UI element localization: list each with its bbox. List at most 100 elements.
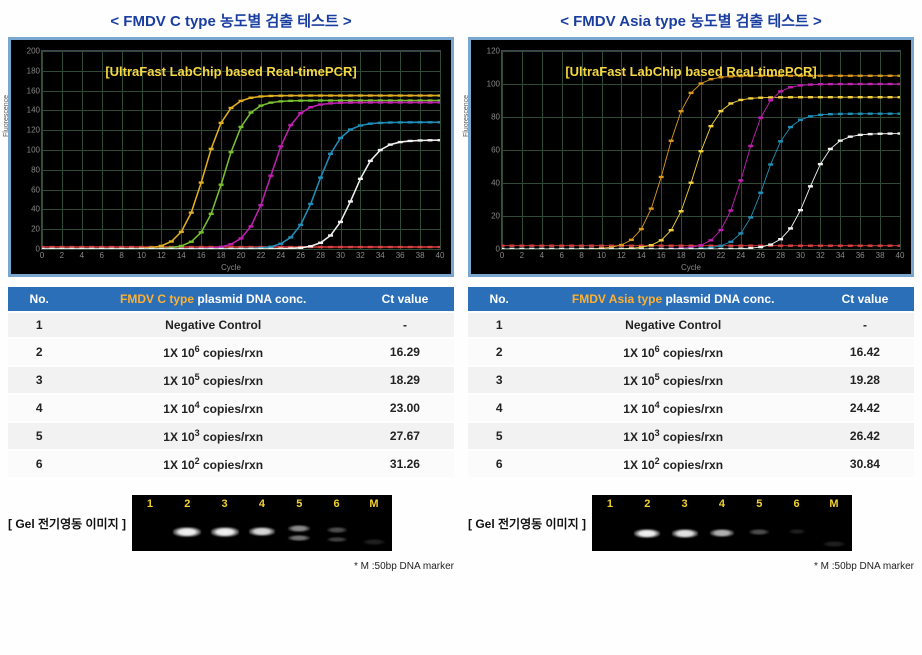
x-tick: 22 bbox=[256, 249, 265, 260]
plot-area: 0204060801001201401601802000246810121416… bbox=[41, 50, 441, 250]
cell-conc: Negative Control bbox=[70, 313, 355, 337]
x-tick: 34 bbox=[376, 249, 385, 260]
table-row: 1Negative Control- bbox=[8, 313, 454, 337]
y-tick: 0 bbox=[476, 245, 502, 254]
y-tick: 60 bbox=[476, 146, 502, 155]
x-tick: 4 bbox=[80, 249, 84, 260]
x-tick: 40 bbox=[436, 249, 445, 260]
x-tick: 18 bbox=[677, 249, 686, 260]
cell-conc: 1X 103 copies/rxn bbox=[530, 423, 815, 449]
ct-table: No.FMDV Asia type plasmid DNA conc.Ct va… bbox=[468, 285, 914, 479]
y-tick: 120 bbox=[16, 126, 42, 135]
cell-no: 1 bbox=[8, 313, 70, 337]
x-tick: 38 bbox=[416, 249, 425, 260]
y-tick: 140 bbox=[16, 106, 42, 115]
x-tick: 2 bbox=[520, 249, 524, 260]
gel-band bbox=[288, 525, 310, 532]
cell-ct: 18.29 bbox=[356, 367, 454, 393]
gel-band bbox=[672, 529, 698, 538]
cell-conc: 1X 105 copies/rxn bbox=[70, 367, 355, 393]
gel-band bbox=[327, 527, 347, 533]
footnote: * M :50bp DNA marker bbox=[8, 561, 454, 572]
x-tick: 0 bbox=[40, 249, 44, 260]
lane-label: 5 bbox=[296, 498, 302, 510]
y-tick: 60 bbox=[16, 185, 42, 194]
x-tick: 6 bbox=[99, 249, 103, 260]
cell-ct: 19.28 bbox=[816, 367, 914, 393]
amplification-curve bbox=[42, 96, 440, 249]
gel-band bbox=[363, 539, 385, 545]
cell-no: 4 bbox=[468, 395, 530, 421]
gel-band bbox=[823, 541, 845, 547]
cell-no: 2 bbox=[468, 339, 530, 365]
x-tick: 12 bbox=[157, 249, 166, 260]
lane-label: 1 bbox=[147, 498, 153, 510]
table-row: 61X 102 copies/rxn31.26 bbox=[8, 451, 454, 477]
chart-curves bbox=[502, 51, 900, 249]
table-row: 41X 104 copies/rxn24.42 bbox=[468, 395, 914, 421]
x-tick: 22 bbox=[716, 249, 725, 260]
amplification-curve bbox=[502, 84, 900, 249]
cell-conc: 1X 103 copies/rxn bbox=[70, 423, 355, 449]
ct-table: No.FMDV C type plasmid DNA conc.Ct value… bbox=[8, 285, 454, 479]
y-tick: 20 bbox=[16, 225, 42, 234]
cell-no: 4 bbox=[8, 395, 70, 421]
amplification-curve bbox=[502, 97, 900, 249]
gel-label: [ Gel 전기영동 이미지 ] bbox=[8, 515, 126, 532]
lane-label: 4 bbox=[259, 498, 265, 510]
gel-image: 123456M bbox=[132, 495, 392, 551]
amplification-curve bbox=[42, 102, 440, 249]
x-tick: 4 bbox=[540, 249, 544, 260]
gel-section: [ Gel 전기영동 이미지 ]123456M bbox=[8, 495, 454, 551]
cell-ct: 31.26 bbox=[356, 451, 454, 477]
panel-1: < FMDV Asia type 농도별 검출 테스트 > [UltraFast … bbox=[468, 8, 914, 572]
x-tick: 40 bbox=[896, 249, 905, 260]
x-tick: 16 bbox=[197, 249, 206, 260]
table-row: 1Negative Control- bbox=[468, 313, 914, 337]
x-tick: 26 bbox=[296, 249, 305, 260]
cell-conc: 1X 106 copies/rxn bbox=[530, 339, 815, 365]
amplification-curve bbox=[42, 122, 440, 249]
gel-band bbox=[710, 529, 734, 537]
x-tick: 18 bbox=[217, 249, 226, 260]
x-tick: 34 bbox=[836, 249, 845, 260]
cell-ct: - bbox=[816, 313, 914, 337]
table-row: 31X 105 copies/rxn18.29 bbox=[8, 367, 454, 393]
x-axis-label: Cycle bbox=[471, 263, 911, 272]
x-tick: 38 bbox=[876, 249, 885, 260]
x-tick: 6 bbox=[559, 249, 563, 260]
cell-no: 2 bbox=[8, 339, 70, 365]
chart-subtitle: [UltraFast LabChip based Real-timePCR] bbox=[471, 64, 911, 79]
cell-no: 3 bbox=[468, 367, 530, 393]
lane-label: 3 bbox=[222, 498, 228, 510]
cell-conc: 1X 104 copies/rxn bbox=[530, 395, 815, 421]
table-row: 51X 103 copies/rxn27.67 bbox=[8, 423, 454, 449]
x-tick: 8 bbox=[119, 249, 123, 260]
panel-title: < FMDV Asia type 농도별 검출 테스트 > bbox=[468, 10, 914, 31]
x-tick: 20 bbox=[697, 249, 706, 260]
cell-ct: 16.42 bbox=[816, 339, 914, 365]
x-tick: 36 bbox=[396, 249, 405, 260]
gel-band bbox=[749, 529, 769, 535]
x-tick: 10 bbox=[597, 249, 606, 260]
footnote: * M :50bp DNA marker bbox=[468, 561, 914, 572]
gel-section: [ Gel 전기영동 이미지 ]123456M bbox=[468, 495, 914, 551]
table-row: 41X 104 copies/rxn23.00 bbox=[8, 395, 454, 421]
x-tick: 32 bbox=[356, 249, 365, 260]
cell-ct: 23.00 bbox=[356, 395, 454, 421]
gel-band bbox=[211, 527, 239, 537]
gel-band bbox=[327, 537, 347, 542]
lane-label: M bbox=[829, 498, 838, 510]
gel-band bbox=[249, 527, 275, 536]
x-tick: 32 bbox=[816, 249, 825, 260]
th-ct: Ct value bbox=[356, 287, 454, 311]
cell-ct: 26.42 bbox=[816, 423, 914, 449]
th-ct: Ct value bbox=[816, 287, 914, 311]
x-tick: 36 bbox=[856, 249, 865, 260]
gel-band bbox=[634, 529, 660, 538]
x-tick: 10 bbox=[137, 249, 146, 260]
cell-conc: 1X 105 copies/rxn bbox=[530, 367, 815, 393]
y-tick: 100 bbox=[476, 79, 502, 88]
x-tick: 26 bbox=[756, 249, 765, 260]
table-row: 21X 106 copies/rxn16.42 bbox=[468, 339, 914, 365]
